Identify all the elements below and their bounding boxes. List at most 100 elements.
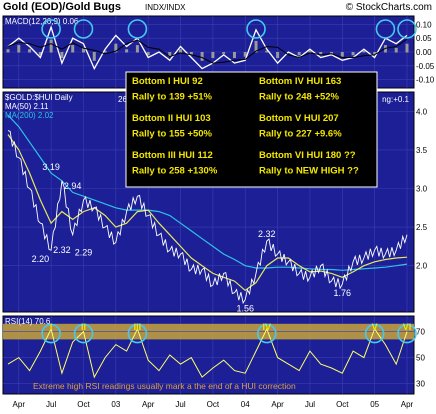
macd-y-tick-label: -0.10 [416, 76, 435, 85]
macd-y-tick-label: 0.10 [416, 20, 432, 29]
price-line [7, 130, 408, 305]
macd-histogram-bar [351, 52, 355, 56]
macd-histogram-bar [146, 52, 150, 56]
rsi-title: RSI(14) 70.6 [5, 317, 51, 326]
macd-histogram-bar [135, 45, 139, 53]
ma50-line [7, 134, 408, 292]
macd-y-tick-label: 0.05 [416, 34, 432, 43]
rsi-roman-label: VI [403, 322, 412, 332]
rsi-peak-circle [257, 323, 277, 344]
info-box [125, 71, 378, 188]
rsi-peak-circle [41, 323, 61, 344]
rsi-roman-label: I [50, 322, 53, 332]
macd-peak-circle [375, 19, 396, 39]
macd-histogram-bar [49, 39, 53, 53]
rsi-peak-circle [397, 323, 417, 344]
x-tick-label: Apr [271, 400, 284, 409]
rsi-peak-circle [364, 323, 385, 344]
macd-histogram-bar [308, 50, 312, 53]
macd-y-tick-label: 0.00 [416, 48, 432, 57]
macd-histogram-bar [28, 49, 32, 53]
macd-histogram-bar [319, 52, 323, 56]
macd-histogram-bar [405, 43, 409, 53]
price-title: $GOLD:$HUI Daily [5, 93, 73, 102]
partial-label-left: 26 [118, 95, 127, 104]
macd-histogram-bar [276, 52, 280, 59]
info-box-text-left: Bottom II HUI 103 [132, 113, 211, 124]
price-annotation-label: 2.29 [75, 247, 93, 257]
macd-histogram-bar [114, 43, 118, 53]
macd-peak-circle [73, 19, 94, 39]
partial-label-right: ng:+0.1 [382, 95, 409, 104]
rsi-y-tick-label: 50 [416, 354, 425, 363]
info-box-text-right: Bottom IV HUI 163 [259, 76, 341, 87]
chart-title: Gold (EOD)/Gold Bugs [3, 1, 121, 13]
ma200-legend: MA(200) 2.02 [5, 111, 54, 120]
macd-histogram-bar [17, 45, 21, 53]
rsi-y-tick-label: 70 [416, 328, 425, 337]
x-tick-label: Jul [305, 400, 315, 409]
macd-histogram-bar [38, 52, 42, 56]
macd-histogram-bar [297, 52, 301, 56]
price-y-tick-label: 2.5 [416, 223, 428, 232]
macd-histogram-bar [211, 52, 215, 59]
macd-histogram-bar [265, 50, 269, 53]
price-annotation-label: 2.32 [258, 229, 276, 239]
price-annotation-label: 2.32 [53, 245, 71, 255]
macd-histogram-bar [340, 52, 344, 57]
macd-histogram-bar [6, 49, 10, 53]
macd-histogram-bar [179, 49, 183, 53]
x-tick-label: Jul [46, 400, 56, 409]
macd-histogram-bar [254, 40, 258, 53]
rsi-peak-circle [127, 323, 148, 344]
macd-histogram-bar [330, 52, 334, 54]
macd-histogram-bar [362, 50, 366, 53]
rsi-roman-label: V [372, 322, 378, 332]
x-tick-label: Oct [207, 400, 220, 409]
info-box-text-right: Bottom V HUI 207 [259, 113, 339, 124]
price-annotation-label: 3.19 [42, 162, 60, 172]
price-y-tick-label: 2.0 [416, 262, 428, 271]
macd-peak-circle [397, 19, 417, 39]
info-box-text-right: Rally to 248 +52% [259, 92, 340, 103]
macd-histogram-bar [168, 52, 172, 57]
x-tick-label: Apr [13, 400, 26, 409]
macd-histogram-bar [394, 47, 398, 53]
rsi-y-tick-label: 30 [416, 380, 425, 389]
macd-histogram-bar [232, 52, 236, 59]
price-annotation-label: 1.56 [236, 304, 254, 314]
price-annotation-label: 1.76 [334, 288, 352, 298]
rsi-roman-label: II [81, 322, 86, 332]
chart-header: Gold (EOD)/Gold Bugs INDX/INDX © StockCh… [0, 0, 436, 14]
price-annotation-label: 2.94 [64, 181, 82, 191]
info-box-text-left: Rally to 139 +51% [132, 92, 213, 103]
macd-peak-circle [41, 19, 61, 39]
price-y-tick-label: 3.0 [416, 184, 428, 193]
macd-histogram-bar [125, 49, 129, 53]
info-box-text-right: Bottom VI HUI 180 ?? [259, 150, 356, 161]
macd-histogram-bar [103, 50, 107, 53]
macd-peak-circle [246, 19, 266, 39]
info-box-text-left: Bottom I HUI 92 [132, 76, 203, 87]
info-box-text-right: Rally to NEW HIGH ?? [259, 166, 359, 177]
macd-peak-circle [127, 19, 148, 39]
x-tick-label: 05 [370, 400, 379, 409]
x-tick-label: Jul [175, 400, 185, 409]
macd-histogram-bar [92, 52, 96, 61]
rsi-line [7, 327, 408, 379]
macd-histogram-bar [243, 52, 247, 57]
chart-index-label: INDX/INDX [145, 3, 186, 12]
x-tick-label: 03 [111, 400, 120, 409]
macd-histogram-bar [200, 52, 204, 61]
info-box-text-right: Rally to 227 +9.6% [259, 129, 342, 140]
macd-histogram-bar [60, 52, 64, 59]
macd-line [7, 25, 408, 71]
rsi-note: Extreme high RSI readings usually mark a… [33, 381, 296, 391]
x-tick-label: Apr [142, 400, 155, 409]
macd-title: MACD(12,26,9) 0.06 [5, 17, 79, 26]
info-box-text-left: Rally to 155 +50% [132, 129, 213, 140]
price-annotation-label: 2.20 [32, 254, 50, 264]
macd-histogram-bar [71, 45, 75, 53]
rsi-peak-circle [73, 323, 94, 344]
